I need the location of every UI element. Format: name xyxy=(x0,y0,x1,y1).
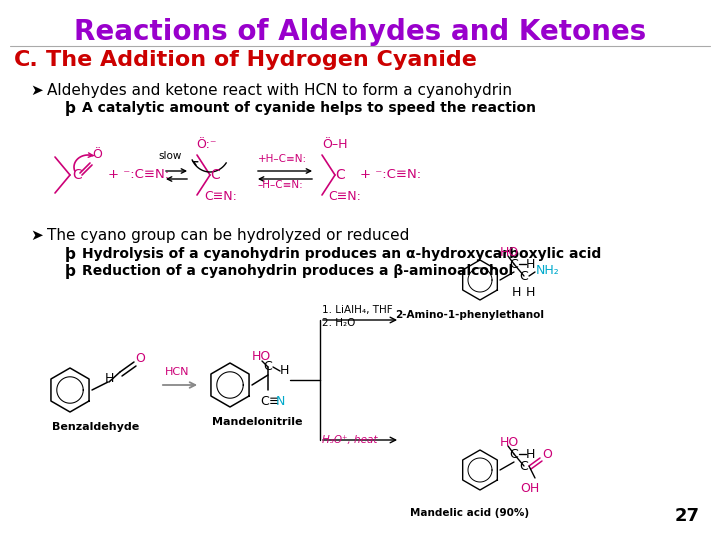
Text: Reduction of a cyanohydrin produces a β-aminoalcohol: Reduction of a cyanohydrin produces a β-… xyxy=(82,264,513,278)
Text: The cyano group can be hydrolyzed or reduced: The cyano group can be hydrolyzed or red… xyxy=(47,228,410,243)
Text: H: H xyxy=(511,286,521,299)
Text: +H–C≡N:: +H–C≡N: xyxy=(258,154,307,164)
Text: O: O xyxy=(135,352,145,365)
Text: C: C xyxy=(520,460,528,472)
Text: H: H xyxy=(280,364,289,377)
Text: C: C xyxy=(210,168,220,182)
Text: C≡N:: C≡N: xyxy=(328,191,361,204)
Text: slow: slow xyxy=(158,151,181,161)
Text: H: H xyxy=(526,448,536,461)
Text: Aldehydes and ketone react with HCN to form a cyanohydrin: Aldehydes and ketone react with HCN to f… xyxy=(47,83,512,98)
Text: HO: HO xyxy=(500,435,519,449)
Text: C≡N:: C≡N: xyxy=(204,191,237,204)
Text: 2-Amino-1-phenylethanol: 2-Amino-1-phenylethanol xyxy=(395,310,544,320)
Text: ϸ: ϸ xyxy=(65,101,76,116)
Text: C.: C. xyxy=(14,50,39,70)
Text: Ö:⁻: Ö:⁻ xyxy=(196,138,217,152)
Text: C: C xyxy=(335,168,345,182)
Text: ➤: ➤ xyxy=(30,228,42,243)
Text: OH: OH xyxy=(521,482,539,495)
Text: HO: HO xyxy=(252,350,271,363)
Text: 27: 27 xyxy=(675,507,700,525)
Text: H: H xyxy=(526,258,536,271)
Text: The Addition of Hydrogen Cyanide: The Addition of Hydrogen Cyanide xyxy=(46,50,477,70)
Text: + ⁻:C≡N:: + ⁻:C≡N: xyxy=(360,168,421,181)
Text: 2. H₂O: 2. H₂O xyxy=(322,318,356,328)
Text: O: O xyxy=(542,448,552,461)
Text: N: N xyxy=(275,395,284,408)
Text: Benzaldehyde: Benzaldehyde xyxy=(52,422,139,432)
Text: C: C xyxy=(510,448,518,461)
Text: C: C xyxy=(261,395,269,408)
Text: A catalytic amount of cyanide helps to speed the reaction: A catalytic amount of cyanide helps to s… xyxy=(82,101,536,115)
Text: Reactions of Aldehydes and Ketones: Reactions of Aldehydes and Ketones xyxy=(74,18,646,46)
Text: H₃O⁺, heat: H₃O⁺, heat xyxy=(322,435,377,445)
Text: Hydrolysis of a cyanohydrin produces an α-hydroxycarboxylic acid: Hydrolysis of a cyanohydrin produces an … xyxy=(82,247,601,261)
Text: C: C xyxy=(510,258,518,271)
Text: ➤: ➤ xyxy=(30,83,42,98)
Text: H: H xyxy=(526,286,535,299)
Text: H: H xyxy=(105,372,114,384)
Text: Ö–H: Ö–H xyxy=(322,138,348,152)
Text: –H–C≡N:: –H–C≡N: xyxy=(258,180,304,190)
Text: + ⁻:C≡N:: + ⁻:C≡N: xyxy=(108,168,169,181)
Text: ϸ: ϸ xyxy=(65,264,76,279)
Text: Ö: Ö xyxy=(92,148,102,161)
Text: C: C xyxy=(264,361,272,374)
Text: Mandelonitrile: Mandelonitrile xyxy=(212,417,302,427)
Text: Mandelic acid (90%): Mandelic acid (90%) xyxy=(410,508,530,518)
Text: ϸ: ϸ xyxy=(65,247,76,262)
Text: HCN: HCN xyxy=(165,367,189,377)
Text: ≡: ≡ xyxy=(269,395,279,408)
Text: HO: HO xyxy=(500,246,519,259)
Text: 1. LiAlH₄, THF: 1. LiAlH₄, THF xyxy=(322,305,392,315)
Text: NH₂: NH₂ xyxy=(536,264,559,276)
Text: C: C xyxy=(72,168,82,182)
Text: C: C xyxy=(520,269,528,282)
